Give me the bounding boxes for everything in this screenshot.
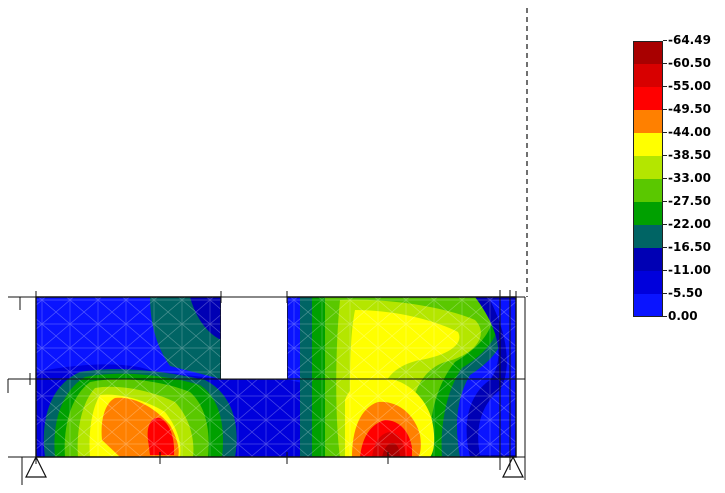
legend-label: -27.50	[668, 194, 711, 208]
legend-swatch	[633, 294, 663, 317]
legend-label: -16.50	[668, 240, 711, 254]
legend-label: -60.50	[668, 56, 711, 70]
legend-item: -64.49	[633, 33, 723, 64]
legend-swatch	[633, 248, 663, 271]
legend-swatch	[633, 41, 663, 64]
legend-swatch	[633, 133, 663, 156]
right-column-lines	[499, 290, 526, 480]
legend-swatch	[633, 202, 663, 225]
legend-label: -5.50	[668, 286, 703, 300]
legend-item: -49.50	[633, 102, 723, 133]
support-left	[25, 455, 47, 478]
legend-item: -5.50 0.00	[633, 286, 723, 323]
legend-swatch	[633, 179, 663, 202]
legend-label: 0.00	[668, 309, 698, 323]
support-right	[502, 455, 524, 478]
legend-label: -33.00	[668, 171, 711, 185]
legend-item: -11.00	[633, 263, 723, 294]
legend-item: -44.00	[633, 125, 723, 156]
legend-label: -55.00	[668, 79, 711, 93]
legend-tick	[663, 109, 667, 110]
legend-tick	[663, 132, 667, 133]
legend-item: -33.00	[633, 171, 723, 202]
legend-swatch	[633, 87, 663, 110]
legend-swatch	[633, 156, 663, 179]
legend-tick	[663, 40, 667, 41]
legend-item: -38.50	[633, 148, 723, 179]
legend-item: -16.50	[633, 240, 723, 271]
legend-label: -49.50	[668, 102, 711, 116]
legend-item: -60.50	[633, 56, 723, 87]
legend-item: -22.00	[633, 217, 723, 248]
left-axis-ticks	[7, 297, 23, 485]
legend-tick	[663, 247, 667, 248]
legend-tick	[663, 316, 667, 317]
legend-tick	[663, 270, 667, 271]
legend-tick	[663, 63, 667, 64]
grid-lines	[8, 296, 525, 458]
legend-tick	[663, 293, 667, 294]
legend-label: -11.00	[668, 263, 711, 277]
legend-label: -22.00	[668, 217, 711, 231]
legend-item: -55.00	[633, 79, 723, 110]
legend-swatch	[633, 271, 663, 294]
legend-tick	[663, 155, 667, 156]
legend-swatch	[633, 64, 663, 87]
wall-opening	[221, 297, 287, 379]
legend-label: -64.49	[668, 33, 711, 47]
legend-label: -44.00	[668, 125, 711, 139]
legend-swatch	[633, 225, 663, 248]
legend-label: -38.50	[668, 148, 711, 162]
legend-tick	[663, 201, 667, 202]
legend-item: -27.50	[633, 194, 723, 225]
legend-tick	[663, 178, 667, 179]
legend-tick	[663, 224, 667, 225]
color-legend: -64.49 -60.50 -55.00 -49.50 -44.00 -38.50 -33.…	[633, 33, 723, 323]
legend-tick	[663, 86, 667, 87]
legend-swatch	[633, 110, 663, 133]
tick-marks	[29, 291, 517, 464]
